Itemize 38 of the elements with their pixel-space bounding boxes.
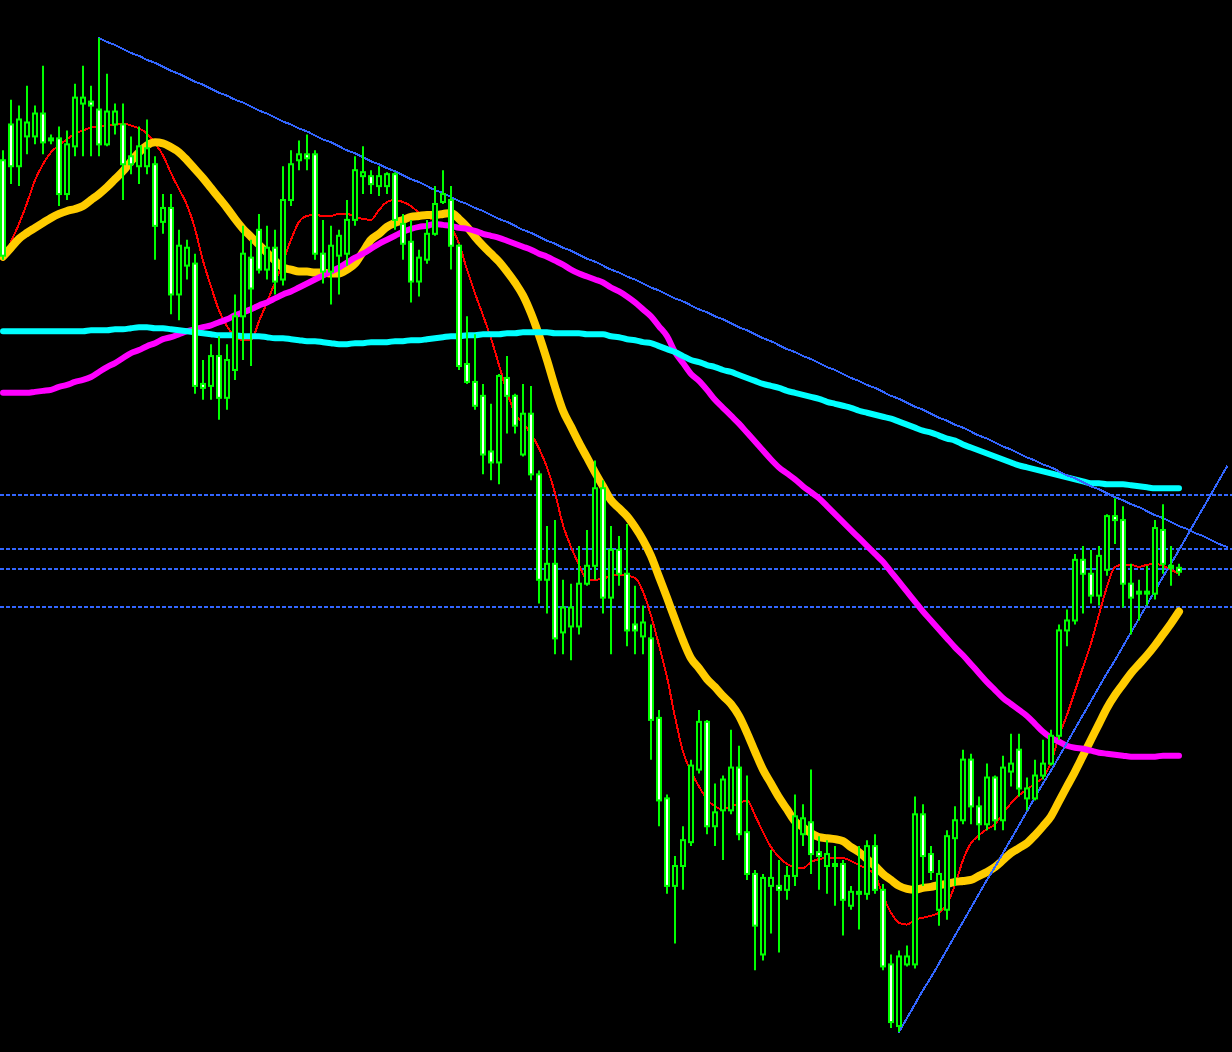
candlestick [208, 343, 214, 401]
candlestick [808, 768, 814, 875]
candlestick [392, 171, 398, 231]
candlestick [368, 169, 374, 196]
candlestick [88, 84, 94, 158]
candlestick [1088, 548, 1094, 605]
candlestick [1016, 732, 1022, 798]
candlestick [328, 224, 334, 306]
candlestick [720, 774, 726, 862]
candlestick [1032, 758, 1038, 802]
candlestick [992, 774, 998, 832]
candlestick [408, 218, 414, 304]
candlestick [40, 64, 46, 156]
candlestick [136, 125, 142, 186]
candlestick [1080, 544, 1086, 615]
candlestick [104, 72, 110, 148]
candlestick [32, 104, 38, 146]
candlestick [568, 582, 574, 662]
candlestick [776, 859, 782, 954]
candlestick [984, 762, 990, 832]
candlestick [640, 604, 646, 656]
candlestick [840, 859, 846, 937]
candlestick [80, 64, 86, 158]
candlestick [296, 139, 302, 172]
candlestick [16, 104, 22, 188]
candlestick [96, 37, 102, 158]
candlestick [120, 102, 126, 202]
candlestick [824, 839, 830, 895]
candlestick [1136, 578, 1142, 622]
candlestick [376, 165, 382, 198]
candlestick [264, 224, 270, 281]
candlestick [968, 752, 974, 826]
candlestick [576, 544, 582, 636]
candlestick [864, 839, 870, 901]
candlestick [856, 845, 862, 931]
candlestick [216, 335, 222, 421]
candlestick [1168, 544, 1174, 587]
candlestick [832, 845, 838, 907]
